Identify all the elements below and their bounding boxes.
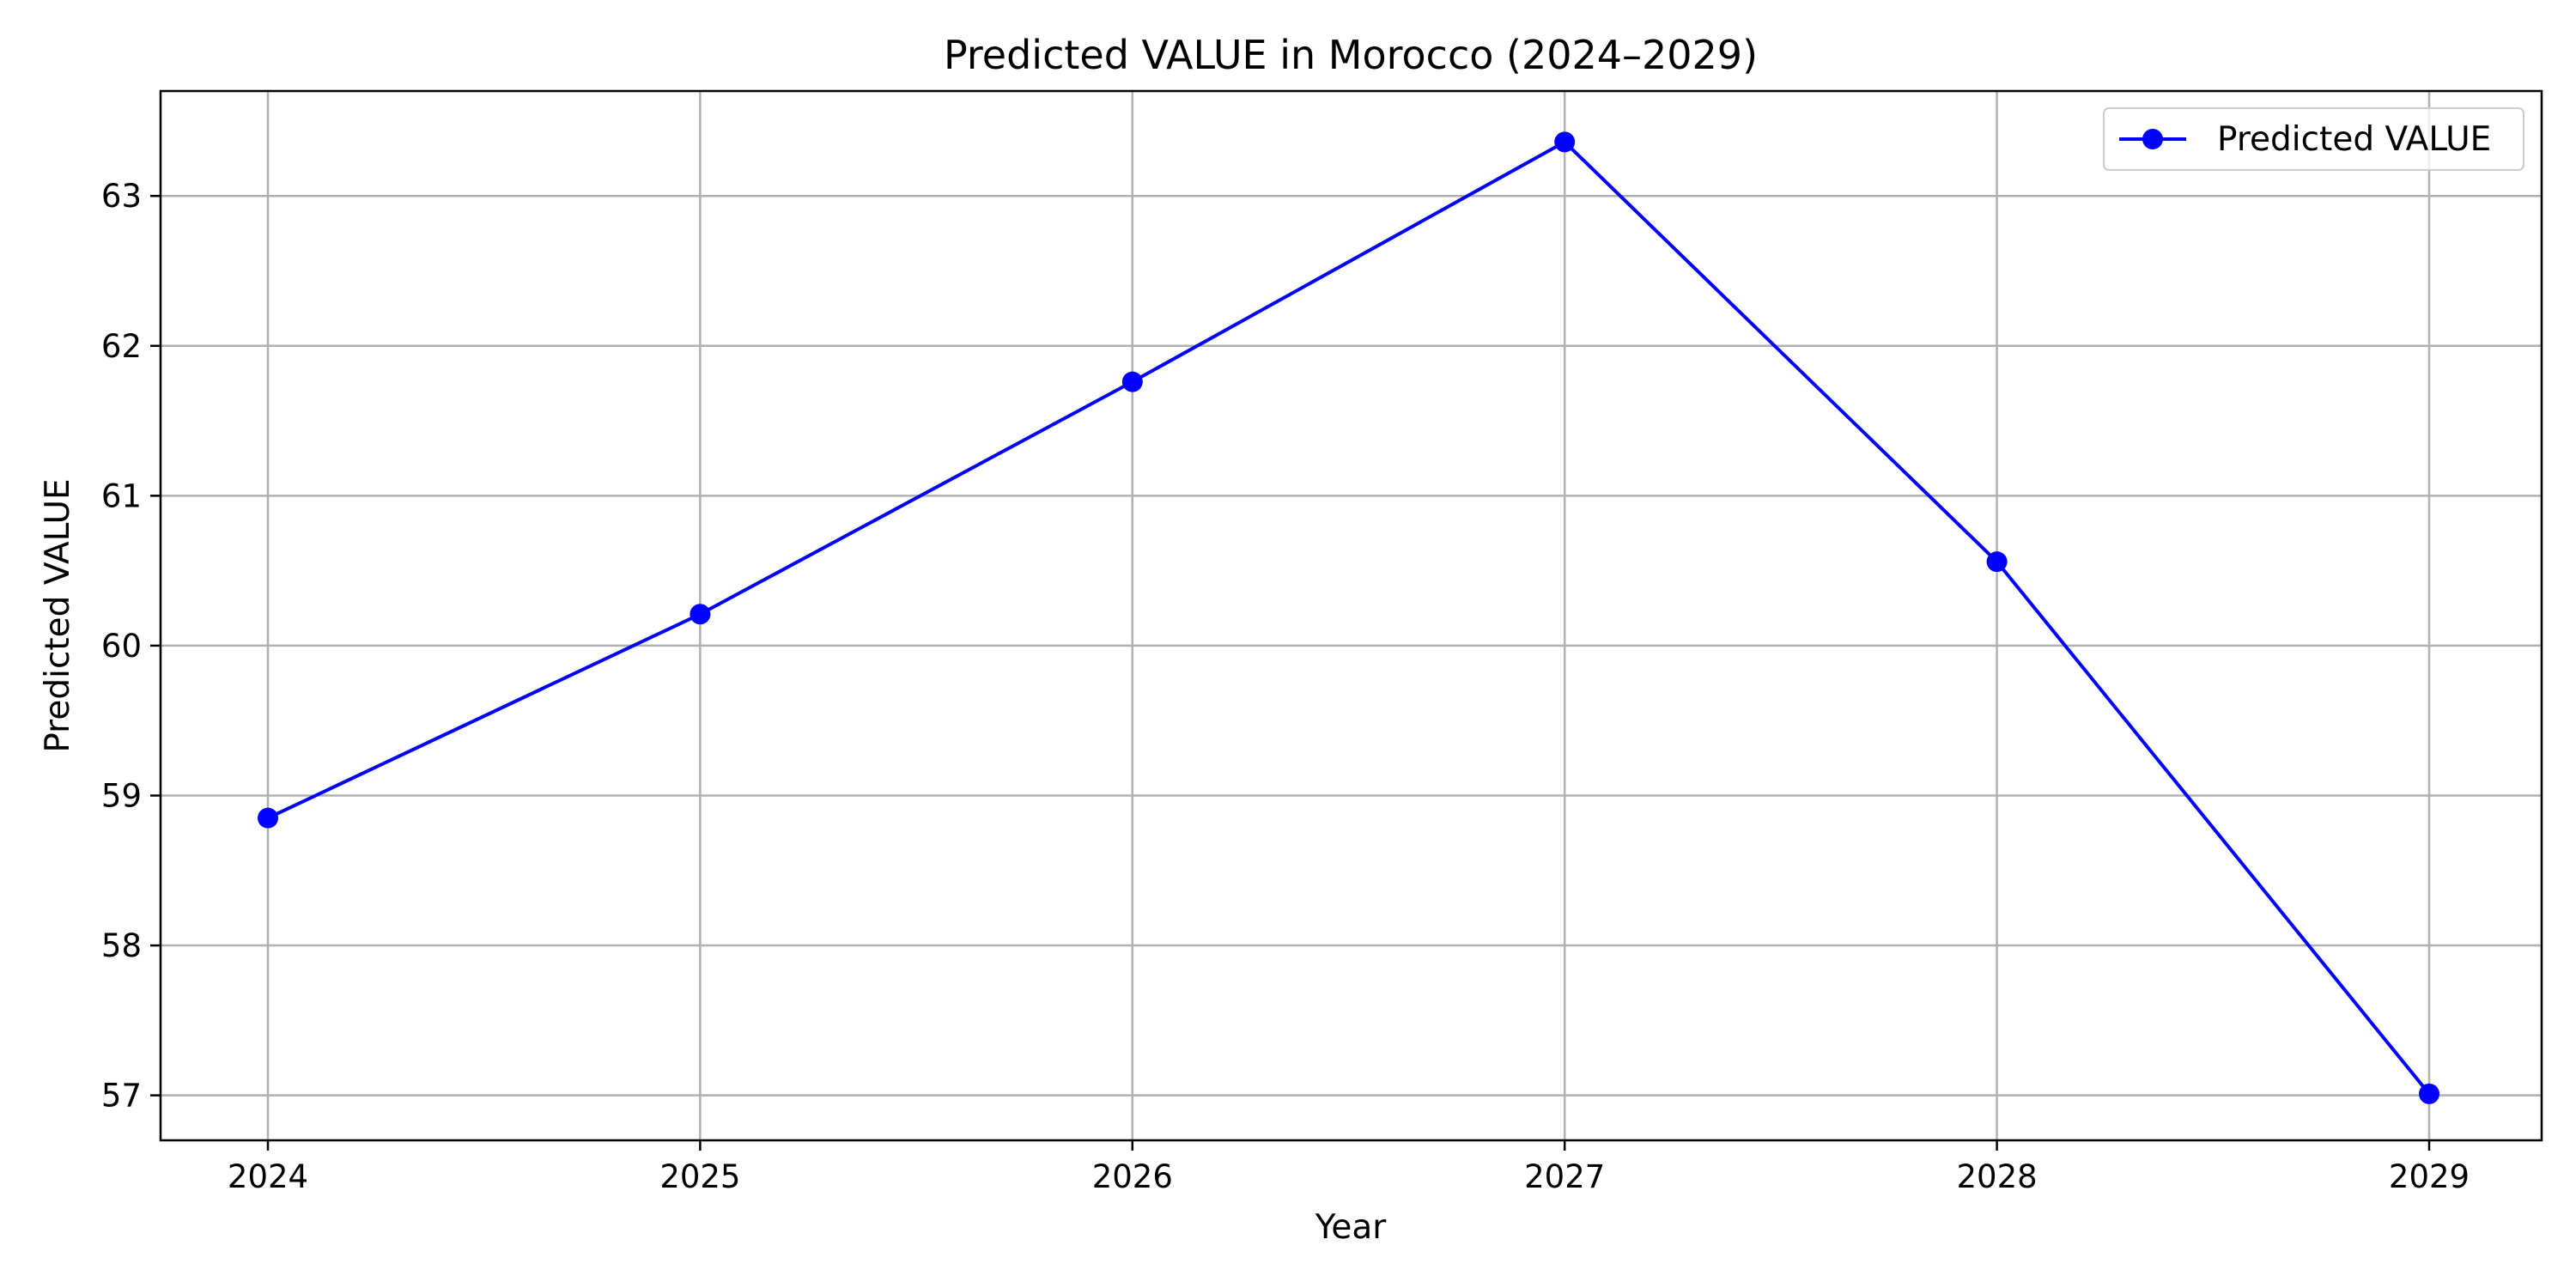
data-point-2024 bbox=[258, 807, 278, 829]
data-point-2026 bbox=[1121, 371, 1143, 392]
y-tick-label: 57 bbox=[101, 1078, 142, 1115]
y-tick-label: 61 bbox=[101, 477, 142, 514]
y-tick-label: 59 bbox=[101, 777, 142, 814]
y-axis-label: Predicted VALUE bbox=[39, 478, 77, 752]
data-point-2025 bbox=[690, 604, 711, 625]
x-tick-label: 2026 bbox=[1092, 1158, 1173, 1195]
y-tick-label: 58 bbox=[101, 927, 142, 964]
y-axis: 57 58 59 60 61 62 63 bbox=[101, 178, 161, 1115]
legend-marker bbox=[2142, 129, 2163, 149]
y-tick-label: 60 bbox=[101, 628, 142, 665]
legend: Predicted VALUE bbox=[2103, 107, 2524, 171]
y-tick-label: 62 bbox=[101, 328, 142, 365]
grid-lines bbox=[161, 91, 2542, 1140]
x-tick-label: 2027 bbox=[1524, 1158, 1605, 1195]
data-point-2028 bbox=[1986, 551, 2008, 573]
x-tick-label: 2024 bbox=[228, 1158, 308, 1195]
x-tick-label: 2025 bbox=[659, 1158, 740, 1195]
chart-title: Predicted VALUE in Morocco (2024–2029) bbox=[944, 32, 1758, 78]
series-line bbox=[267, 140, 2431, 1096]
y-tick-label: 63 bbox=[101, 178, 142, 215]
x-tick-label: 2028 bbox=[1957, 1158, 2038, 1195]
x-tick-label: 2029 bbox=[2389, 1158, 2470, 1195]
axes-frame bbox=[159, 89, 2543, 1142]
x-axis: 2024 2025 2026 2027 2028 2029 bbox=[228, 1140, 2470, 1195]
legend-box bbox=[2103, 107, 2524, 171]
data-point-2029 bbox=[2419, 1083, 2439, 1104]
legend-label: Predicted VALUE bbox=[2217, 120, 2491, 159]
x-axis-label: Year bbox=[1315, 1208, 1388, 1247]
plot-area bbox=[161, 91, 2542, 1140]
data-point-2027 bbox=[1554, 131, 1576, 153]
series-layer bbox=[258, 131, 2439, 1104]
